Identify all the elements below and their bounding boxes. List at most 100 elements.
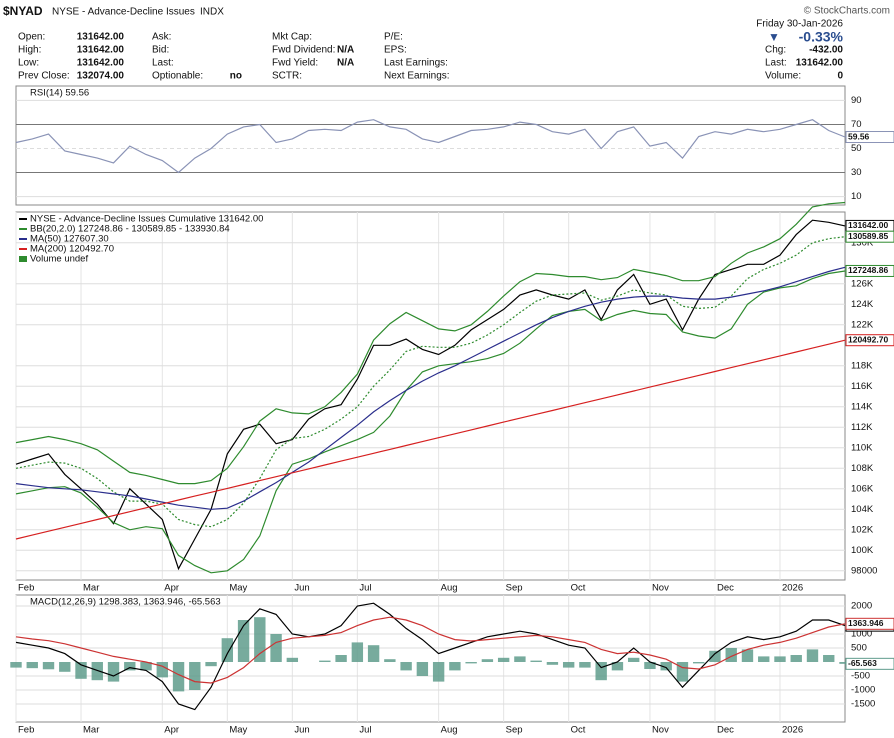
histogram-bar	[497, 657, 510, 662]
x-tick-label: Mar	[83, 725, 99, 736]
histogram-bar	[627, 657, 640, 662]
x-tick-label: Aug	[441, 583, 458, 594]
x-tick-label: 2026	[782, 583, 803, 594]
x-tick-label: Apr	[164, 583, 179, 594]
field-value: 0	[837, 71, 843, 82]
histogram-bar	[774, 656, 786, 662]
legend-entry: BB(20,2.0) 127248.86 - 130589.85 - 13393…	[30, 224, 230, 235]
x-tick-label: Dec	[717, 583, 734, 594]
last-value-label: 130589.85	[848, 231, 888, 241]
histogram-bar	[205, 661, 217, 667]
histogram-bar	[449, 661, 461, 671]
x-tick-label: Oct	[571, 725, 586, 736]
y-tick-label: -500	[851, 671, 870, 682]
histogram-bar	[10, 661, 22, 668]
y-tick-label: 130K	[851, 237, 874, 248]
histogram-bar	[611, 661, 624, 671]
last-value-label: 120492.70	[848, 334, 888, 344]
y-tick-label: 108K	[851, 463, 874, 474]
histogram-bar	[481, 659, 494, 662]
histogram-bar	[156, 661, 168, 678]
y-tick-label: 114K	[851, 401, 873, 412]
y-tick-label: 70	[851, 119, 862, 130]
y-tick-label: 50	[851, 143, 862, 154]
histogram-bar	[595, 661, 607, 681]
last-value-box	[845, 131, 894, 144]
histogram-bar	[693, 661, 705, 664]
legend-entry: Volume undef	[30, 254, 88, 265]
field-label: Chg:	[765, 45, 786, 56]
histogram-bar	[172, 661, 185, 692]
histogram-bar	[741, 649, 754, 662]
y-tick-label: -1000	[851, 685, 875, 696]
series-line	[15, 616, 846, 684]
change-arrow: ▼	[768, 30, 780, 44]
histogram-bar	[367, 645, 380, 662]
x-tick-label: Aug	[441, 725, 458, 736]
field-value: 131642.00	[77, 32, 125, 43]
field-label: Next Earnings:	[384, 71, 450, 82]
x-tick-label: Nov	[652, 725, 669, 736]
last-value-label: 1363.946	[848, 618, 884, 628]
field-value: N/A	[337, 45, 354, 56]
y-tick-label: 1000	[851, 629, 872, 640]
histogram-bar	[59, 661, 71, 672]
field-label: Last:	[765, 58, 787, 69]
field-value: 131642.00	[77, 45, 125, 56]
histogram-bar	[839, 661, 851, 664]
histogram-bar	[254, 617, 266, 662]
series-line	[15, 119, 846, 174]
y-tick-label: 118K	[851, 360, 873, 371]
series-line	[15, 602, 846, 711]
exchange: INDX	[200, 7, 224, 18]
histogram-bar	[758, 656, 770, 662]
histogram-bar	[124, 661, 136, 671]
y-tick-label: 116K	[851, 381, 873, 392]
histogram-bar	[140, 661, 152, 671]
histogram-bar	[270, 634, 282, 662]
histogram-bar	[42, 661, 55, 670]
x-tick-label: Jun	[294, 725, 309, 736]
field-label: High:	[18, 45, 41, 56]
legend-swatch	[19, 256, 27, 262]
y-tick-label: 122K	[851, 319, 874, 330]
y-tick-label: 100K	[851, 545, 874, 556]
x-tick-label: Oct	[571, 583, 586, 594]
histogram-bar	[660, 661, 672, 671]
field-label: Bid:	[152, 45, 169, 56]
y-tick-label: 126K	[851, 278, 874, 289]
histogram-bar	[514, 656, 526, 662]
last-value-box	[845, 334, 894, 347]
change-percent: -0.33%	[799, 29, 844, 45]
last-value-box	[845, 657, 894, 670]
y-tick-label: 104K	[851, 504, 874, 515]
histogram-bar	[26, 661, 38, 669]
y-tick-label: 124K	[851, 299, 874, 310]
field-label: Last Earnings:	[384, 58, 448, 69]
histogram-bar	[351, 642, 364, 662]
x-tick-label: Nov	[652, 583, 669, 594]
last-value-label: 131642.00	[848, 220, 888, 230]
histogram-bar	[676, 661, 689, 682]
y-tick-label: 98000	[851, 565, 877, 576]
x-tick-label: Sep	[506, 725, 523, 736]
series-line	[15, 266, 846, 510]
field-value: N/A	[337, 58, 354, 69]
x-tick-label: Jul	[359, 725, 371, 736]
legend-entry: MA(50) 127607.30	[30, 234, 109, 245]
field-value: -432.00	[809, 45, 843, 56]
histogram-bar	[709, 650, 721, 662]
legend-entry: MA(200) 120492.70	[30, 244, 114, 255]
last-value-box	[845, 264, 894, 277]
symbol-name: NYSE - Advance-Decline Issues	[52, 7, 195, 18]
y-tick-label: 10	[851, 191, 862, 202]
x-tick-label: Feb	[18, 583, 34, 594]
histogram-bar	[530, 660, 542, 662]
field-label: EPS:	[384, 45, 407, 56]
histogram-bar	[562, 661, 575, 668]
last-value-label: -65.563	[848, 658, 877, 668]
field-label: Volume:	[765, 71, 801, 82]
field-label: Mkt Cap:	[272, 32, 312, 43]
histogram-bar	[237, 620, 250, 662]
credit: © StockCharts.com	[804, 6, 890, 17]
